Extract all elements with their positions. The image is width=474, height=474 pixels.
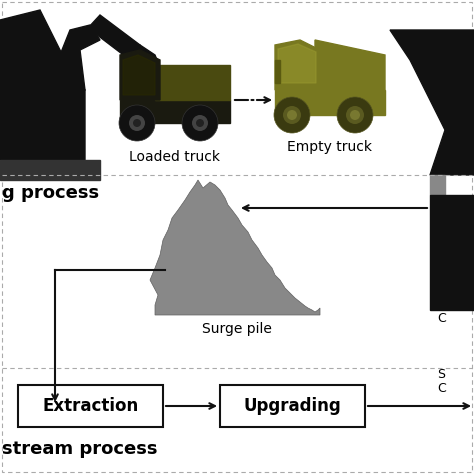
Circle shape xyxy=(182,105,218,141)
Polygon shape xyxy=(120,50,160,100)
Bar xyxy=(220,385,365,427)
Text: Upgrading: Upgrading xyxy=(244,397,341,415)
Polygon shape xyxy=(120,100,230,123)
Polygon shape xyxy=(390,30,474,175)
Circle shape xyxy=(274,97,310,133)
Polygon shape xyxy=(0,10,65,60)
Polygon shape xyxy=(430,195,474,310)
Circle shape xyxy=(283,106,301,124)
Polygon shape xyxy=(125,45,165,100)
Polygon shape xyxy=(50,25,100,95)
Polygon shape xyxy=(88,15,140,60)
Circle shape xyxy=(350,110,360,120)
Polygon shape xyxy=(430,175,445,195)
Polygon shape xyxy=(315,40,385,90)
Circle shape xyxy=(337,97,373,133)
Polygon shape xyxy=(275,40,320,90)
Text: Surge pile: Surge pile xyxy=(202,322,272,336)
Bar xyxy=(18,385,163,427)
Text: g process: g process xyxy=(2,184,99,202)
Text: S: S xyxy=(437,368,445,382)
Text: C: C xyxy=(437,382,446,394)
Polygon shape xyxy=(275,90,385,115)
Polygon shape xyxy=(275,60,280,83)
Polygon shape xyxy=(278,44,316,83)
Polygon shape xyxy=(123,55,155,95)
Text: Empty truck: Empty truck xyxy=(288,140,373,154)
Circle shape xyxy=(346,106,364,124)
Circle shape xyxy=(129,115,145,131)
Circle shape xyxy=(192,115,208,131)
Text: C: C xyxy=(437,311,446,325)
Polygon shape xyxy=(0,60,85,160)
Polygon shape xyxy=(150,180,320,315)
Text: Loaded truck: Loaded truck xyxy=(129,150,220,164)
Text: stream process: stream process xyxy=(2,440,157,458)
Polygon shape xyxy=(0,160,100,180)
Circle shape xyxy=(287,110,297,120)
Text: Extraction: Extraction xyxy=(42,397,138,415)
Circle shape xyxy=(196,119,204,127)
Circle shape xyxy=(133,119,141,127)
Polygon shape xyxy=(155,65,230,100)
Circle shape xyxy=(119,105,155,141)
